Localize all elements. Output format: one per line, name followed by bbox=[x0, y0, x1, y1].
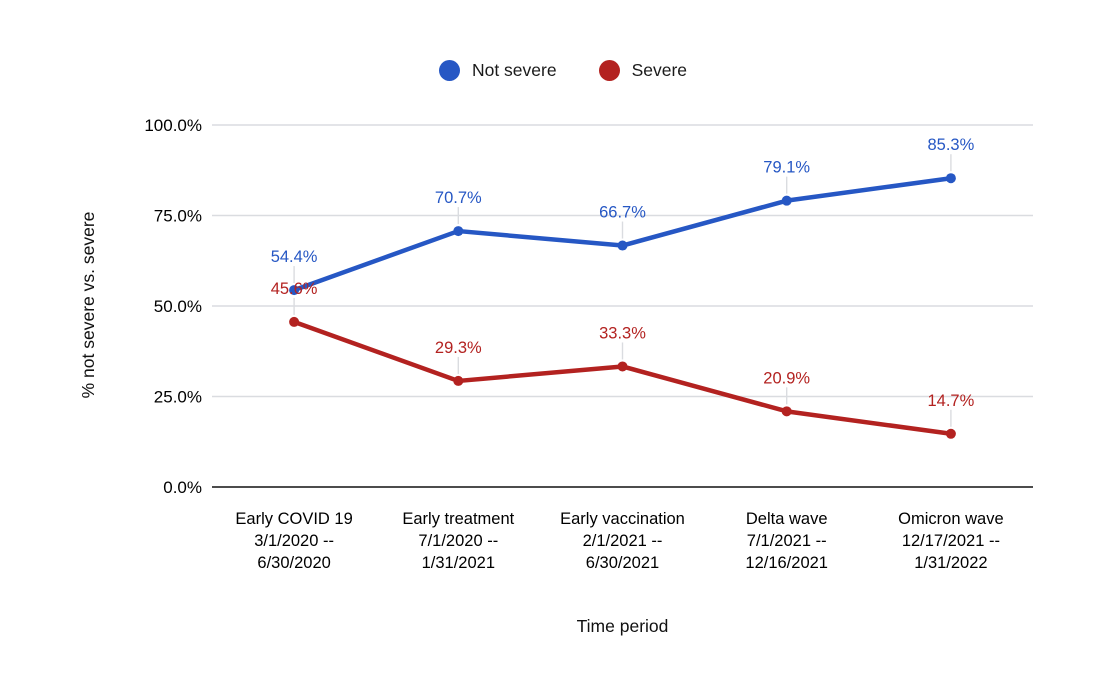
y-tick-label: 100.0% bbox=[144, 116, 202, 135]
legend-item-severe[interactable]: Severe bbox=[598, 60, 688, 81]
y-axis-title: % not severe vs. severe bbox=[78, 211, 98, 399]
data-point-severe[interactable] bbox=[617, 361, 628, 372]
legend-dot-not-severe-icon bbox=[438, 60, 460, 81]
x-category-label: 12/17/2021 -- bbox=[902, 532, 1000, 550]
x-category-label: 6/30/2021 bbox=[586, 554, 659, 572]
x-category-label: 1/31/2022 bbox=[914, 554, 987, 572]
x-category-label: Delta wave bbox=[746, 510, 828, 528]
data-point-not-severe[interactable] bbox=[945, 173, 956, 184]
x-category-label: 7/1/2020 -- bbox=[418, 532, 498, 550]
data-label-not-severe: 70.7% bbox=[435, 189, 482, 207]
data-point-severe[interactable] bbox=[781, 406, 792, 417]
data-point-not-severe[interactable] bbox=[781, 195, 792, 206]
x-axis-title: Time period bbox=[576, 616, 669, 636]
data-point-not-severe[interactable] bbox=[289, 285, 300, 296]
data-label-severe: 14.7% bbox=[928, 392, 975, 410]
data-label-severe: 29.3% bbox=[435, 339, 482, 357]
x-category-label: 1/31/2021 bbox=[422, 554, 495, 572]
data-point-severe[interactable] bbox=[453, 375, 464, 386]
legend-label-not-severe: Not severe bbox=[471, 60, 557, 80]
data-label-not-severe: 66.7% bbox=[599, 204, 646, 222]
data-label-not-severe: 85.3% bbox=[928, 136, 975, 154]
y-tick-label: 0.0% bbox=[163, 478, 202, 497]
data-point-not-severe[interactable] bbox=[617, 240, 628, 251]
x-category-label: Early COVID 19 bbox=[235, 510, 352, 528]
legend-item-not-severe[interactable]: Not severe bbox=[438, 60, 557, 81]
data-label-not-severe: 79.1% bbox=[763, 159, 810, 177]
chart-legend: Not severe Severe bbox=[12, 60, 1102, 81]
data-label-severe: 45.6% bbox=[271, 280, 318, 298]
data-point-severe[interactable] bbox=[945, 428, 956, 439]
data-label-severe: 33.3% bbox=[599, 324, 646, 342]
data-label-severe: 20.9% bbox=[763, 369, 810, 387]
data-point-not-severe[interactable] bbox=[453, 226, 464, 237]
x-category-label: 7/1/2021 -- bbox=[747, 532, 827, 550]
data-point-severe[interactable] bbox=[289, 316, 300, 327]
x-category-label: 12/16/2021 bbox=[745, 554, 828, 572]
data-label-not-severe: 54.4% bbox=[271, 248, 318, 266]
legend-label-severe: Severe bbox=[631, 60, 688, 80]
y-tick-label: 50.0% bbox=[154, 297, 202, 316]
x-category-label: 3/1/2020 -- bbox=[254, 532, 334, 550]
x-category-label: Early vaccination bbox=[560, 510, 685, 528]
x-category-label: 2/1/2021 -- bbox=[583, 532, 663, 550]
x-category-label: Early treatment bbox=[402, 510, 514, 528]
legend-dot-severe-icon bbox=[598, 60, 620, 81]
y-tick-label: 75.0% bbox=[154, 207, 202, 226]
x-category-label: Omicron wave bbox=[898, 510, 1003, 528]
y-tick-label: 25.0% bbox=[154, 388, 202, 407]
x-category-label: 6/30/2020 bbox=[257, 554, 330, 572]
